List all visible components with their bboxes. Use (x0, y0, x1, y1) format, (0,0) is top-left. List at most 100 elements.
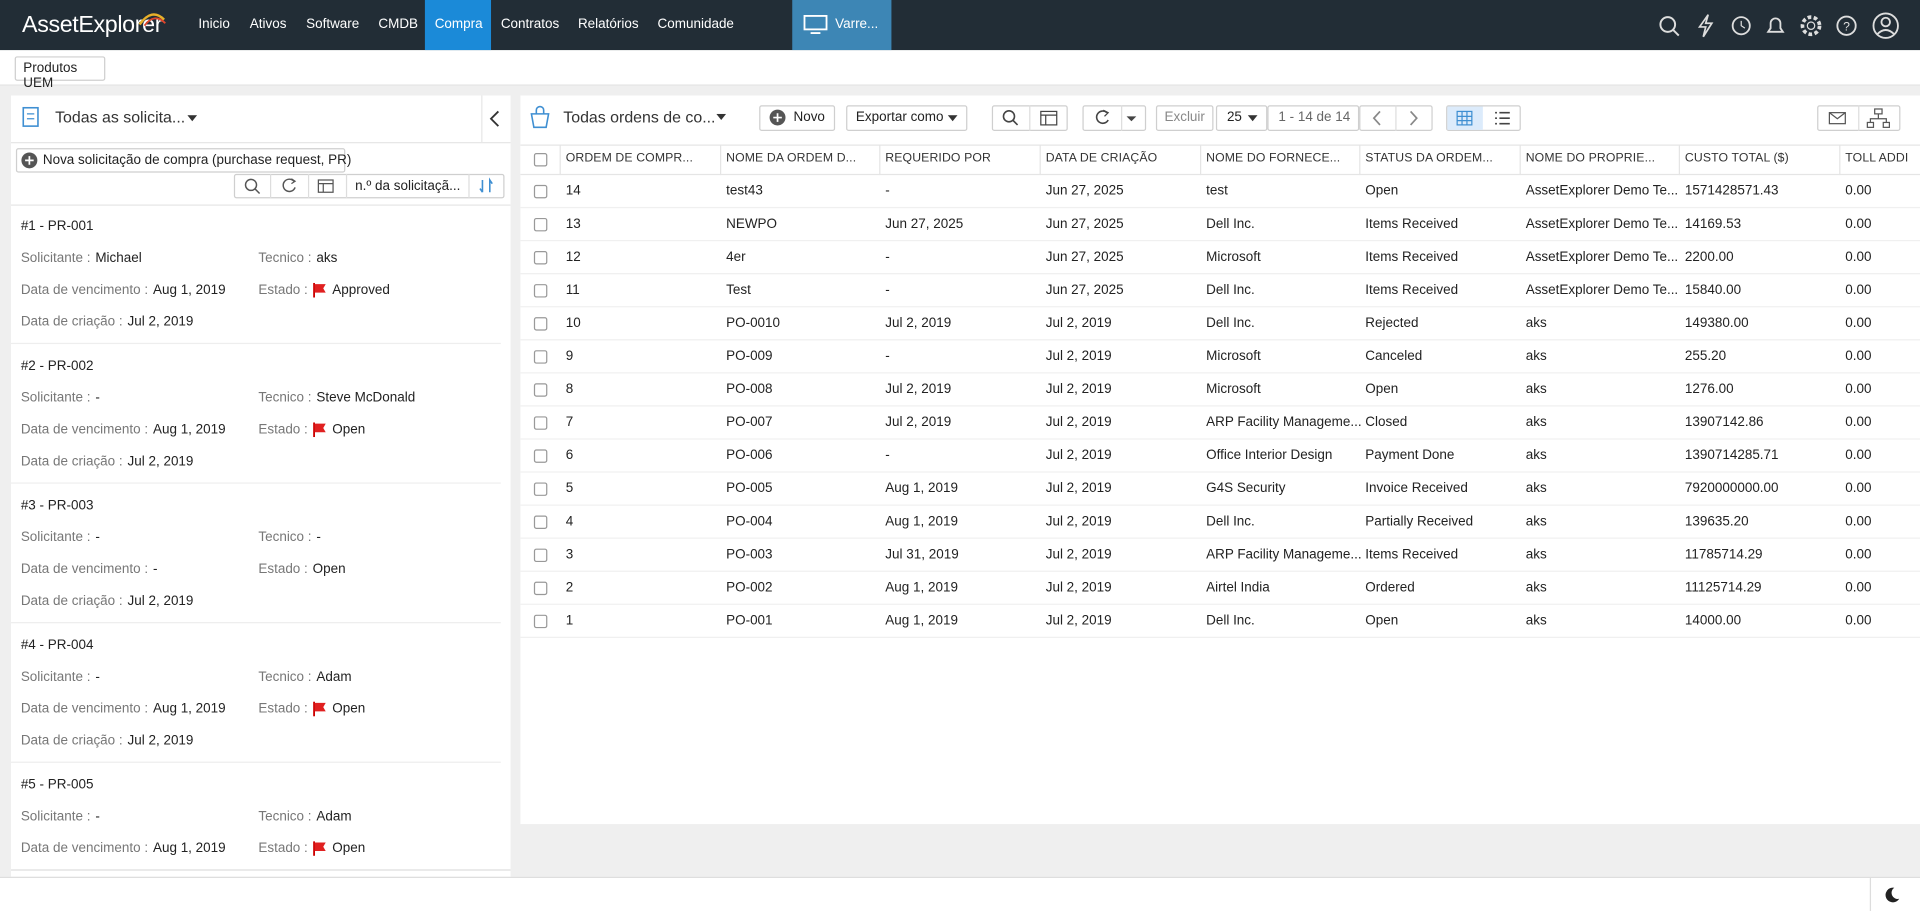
row-line (520, 405, 1920, 407)
cell[interactable]: PO-005 (726, 481, 773, 496)
delete-label[interactable]: Excluir (1164, 110, 1205, 125)
row-checkbox[interactable] (533, 449, 548, 463)
cell[interactable]: PO-001 (726, 613, 773, 629)
logo[interactable]: AssetExplorer (22, 12, 163, 38)
request-title[interactable]: #5 - PR-005 (20, 777, 94, 793)
cell: Ordered (1365, 580, 1415, 596)
cell[interactable]: PO-004 (726, 514, 773, 529)
cell: 6 (565, 448, 574, 463)
nav-item[interactable]: CMDB (378, 17, 419, 32)
row-checkbox[interactable] (533, 251, 548, 265)
column-header[interactable]: CUSTO TOTAL ($) (1684, 151, 1789, 166)
request-title[interactable]: #4 - PR-004 (20, 637, 94, 653)
row-checkbox[interactable] (533, 217, 548, 232)
delete-button[interactable] (1155, 105, 1214, 132)
cell[interactable]: NEWPO (726, 216, 778, 232)
cell[interactable]: PO-002 (726, 580, 773, 596)
request-title[interactable]: #2 - PR-002 (20, 358, 94, 374)
cell[interactable]: PO-007 (726, 415, 773, 430)
page-size-label[interactable]: 25 (1226, 110, 1242, 125)
caret[interactable] (187, 115, 198, 122)
left-view[interactable]: Todas as solicita... (55, 107, 186, 127)
field-label: Estado : (258, 701, 308, 717)
field-label: Estado : (258, 562, 308, 577)
row-checkbox[interactable] (533, 614, 548, 629)
cell[interactable]: test43 (726, 183, 763, 199)
cell: Jun 27, 2025 (1045, 282, 1124, 298)
request-title[interactable]: #3 - PR-003 (20, 498, 94, 514)
dark-mode-toggle[interactable] (1883, 887, 1900, 904)
divider (11, 142, 511, 144)
right-view[interactable]: Todas ordens de co... (563, 107, 716, 127)
column-header[interactable]: REQUERIDO POR (885, 151, 991, 166)
cell: Dell Inc. (1206, 216, 1255, 232)
nav-item[interactable]: Inicio (198, 17, 230, 32)
row-checkbox[interactable] (533, 581, 548, 596)
field-value: Open (312, 562, 346, 577)
sub-bar (0, 50, 1920, 86)
cell: 8 (565, 382, 574, 397)
nav-item[interactable]: Software (306, 17, 360, 32)
cell[interactable]: PO-008 (726, 382, 773, 397)
column-header[interactable]: NOME DO FORNECE... (1206, 151, 1341, 166)
column-header[interactable]: ORDEM DE COMPR... (565, 151, 693, 166)
cell[interactable]: PO-0010 (726, 315, 781, 331)
nav-item[interactable]: Ativos (249, 17, 287, 32)
cell: 139635.20 (1684, 514, 1749, 529)
scan-tab[interactable] (792, 0, 892, 51)
plus-icon (21, 152, 38, 169)
cell: Jun 27, 2025 (1045, 249, 1124, 265)
nav-item[interactable]: Comunidade (657, 17, 734, 32)
page-size[interactable] (1215, 105, 1268, 132)
row-checkbox[interactable] (533, 317, 548, 331)
cell[interactable]: 4er (726, 249, 746, 265)
row-checkbox[interactable] (533, 184, 548, 199)
row-checkbox[interactable] (533, 416, 548, 430)
cell: - (885, 183, 890, 199)
cell: 0.00 (1845, 282, 1872, 298)
cell: 7 (565, 415, 574, 430)
cell: 149380.00 (1684, 315, 1749, 331)
uem-button[interactable]: Produtos UEM (14, 56, 106, 91)
row-checkbox[interactable] (533, 284, 548, 298)
caret[interactable] (716, 113, 727, 121)
column-header[interactable]: TOLL ADDI (1845, 151, 1909, 166)
cell: Dell Inc. (1206, 613, 1255, 629)
row-checkbox[interactable] (533, 383, 548, 397)
new-request-label[interactable]: Nova solicitação de compra (purchase req… (42, 153, 352, 168)
request-title[interactable]: #1 - PR-001 (20, 219, 94, 234)
cell: - (885, 249, 890, 265)
cell[interactable]: PO-003 (726, 547, 773, 563)
cell: 11 (565, 282, 580, 298)
column-header[interactable]: NOME DO PROPRIE... (1525, 151, 1656, 166)
column-header[interactable]: STATUS DA ORDEM... (1365, 151, 1493, 166)
cell: Aug 1, 2019 (885, 613, 958, 629)
row-checkbox[interactable] (533, 515, 548, 529)
column-header[interactable]: NOME DA ORDEM D... (726, 151, 857, 166)
cell[interactable]: PO-009 (726, 348, 773, 364)
collapse[interactable] (487, 109, 502, 129)
nav-item[interactable]: Relatórios (577, 17, 639, 32)
export-label[interactable]: Exportar como (855, 110, 944, 125)
new-label[interactable]: Novo (793, 110, 825, 125)
new-request-button[interactable] (15, 148, 346, 173)
refresh-group[interactable] (1082, 105, 1147, 132)
cell[interactable]: PO-006 (726, 448, 773, 463)
nav-item[interactable]: Compra (434, 17, 483, 32)
field-value: Open (332, 701, 366, 717)
cell: 0.00 (1845, 547, 1872, 563)
export-button[interactable] (846, 105, 968, 132)
nav-item[interactable]: Contratos (500, 17, 560, 32)
row-checkbox[interactable] (533, 548, 548, 563)
cell: Open (1365, 382, 1399, 397)
cell: Dell Inc. (1206, 514, 1255, 529)
row-checkbox[interactable] (533, 482, 548, 496)
cell: 0.00 (1845, 514, 1872, 529)
select-all[interactable] (533, 153, 548, 167)
scan-label[interactable]: Varre... (835, 17, 879, 32)
column-header[interactable]: DATA DE CRIAÇÃO (1045, 151, 1158, 166)
row-checkbox[interactable] (533, 350, 548, 364)
row-line (520, 504, 1920, 506)
cell[interactable]: Test (726, 282, 751, 298)
sort-field[interactable]: n.º da solicitaçã... (355, 178, 461, 194)
